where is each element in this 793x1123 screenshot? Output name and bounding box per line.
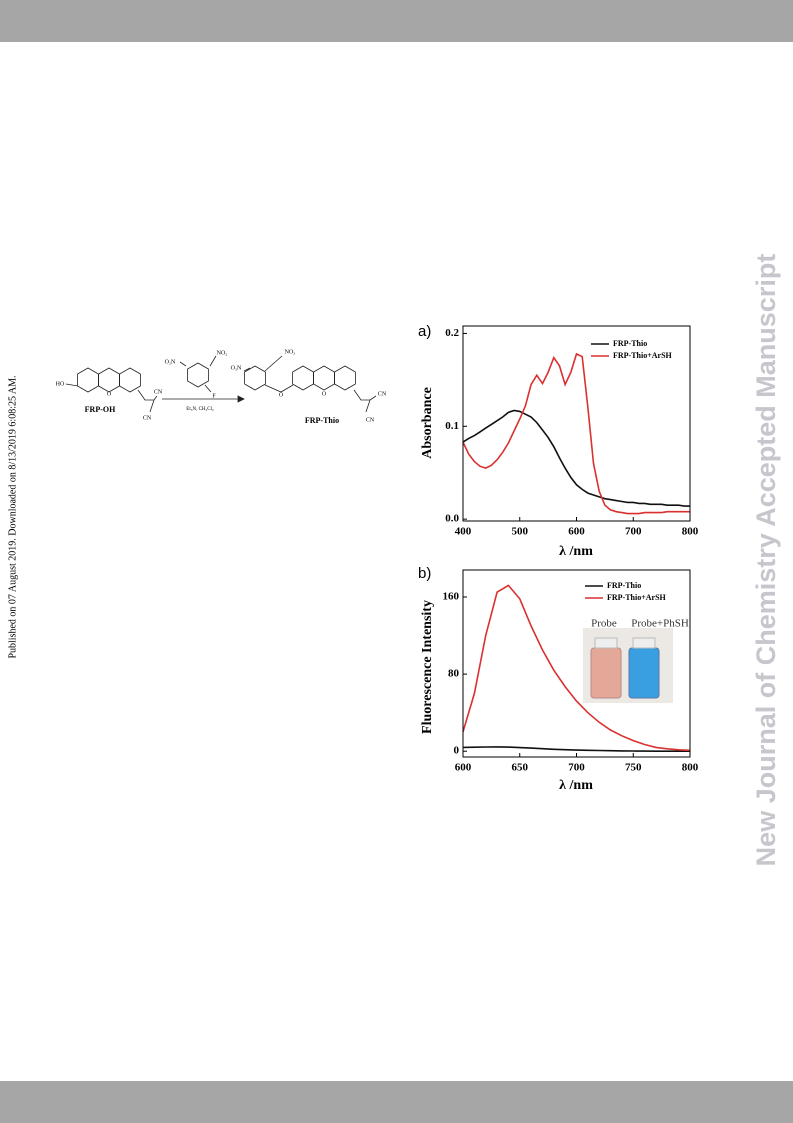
bond [264,355,283,372]
inset-label: Probe [591,618,617,630]
compound-label: FRP-OH [85,405,116,414]
atom-label: CN [143,415,152,421]
atom-label: F [212,393,216,399]
ring [334,365,356,391]
plot-frame [462,325,691,522]
x-axis-label: λ /nm [559,778,593,793]
x-tick-label: 700 [625,526,642,538]
legend-label: FRP-Thio [613,339,647,348]
vial-blue [628,647,660,699]
atom-label: CN [154,389,163,395]
vial-cap [594,637,618,649]
x-tick-label: 750 [625,762,642,774]
bond [264,384,294,393]
panel-label: b) [418,565,431,582]
reagent-label: Et₃N, CH₂Cl₂ [186,407,214,412]
bond [243,367,251,372]
vial-cap [632,637,656,649]
ring [292,365,314,391]
data-line [462,746,690,752]
bond [153,395,158,401]
header-bar [0,0,793,42]
bond [369,395,377,401]
bond [149,399,155,413]
y-tick-label: 0.0 [445,513,459,525]
atom-label: HO [56,381,65,387]
bond [353,389,370,401]
x-axis-label: λ /nm [559,544,593,559]
scheme [65,355,377,413]
x-tick-label: 400 [455,526,472,538]
bond [204,384,212,393]
bond [179,361,187,367]
y-tick-label: 0 [454,745,460,757]
ring [313,365,335,391]
atom-label: NO₂ [217,350,228,356]
bond [137,389,154,401]
bond [365,399,371,413]
x-tick-label: 600 [455,762,472,774]
atom-label: CN [366,417,375,423]
atom-label: O [322,391,327,397]
atom-label: O [107,391,112,397]
atom-label: CN [378,391,387,397]
atom-label: O₂N [231,365,242,371]
vial-pink [590,647,622,699]
x-tick-label: 500 [512,526,529,538]
data-line [462,409,690,507]
plot-frame [462,569,691,758]
watermark: New Journal of Chemistry Accepted Manusc… [751,254,781,867]
ring [244,365,266,391]
side-note: Published on 07 August 2019. Downloaded … [7,375,18,658]
ring [187,362,209,388]
y-axis-label: Absorbance [420,387,435,459]
atom-label: O₂N [165,359,176,365]
legend-label: FRP-Thio+ArSH [613,351,673,360]
data-line [462,352,690,515]
compound-label: FRP-Thio [305,416,339,425]
footer-bar [0,1081,793,1123]
ring [98,367,120,393]
atom-label: O [279,392,284,398]
atom-label: NO₂ [285,349,296,355]
y-tick-label: 160 [443,591,460,603]
y-tick-label: 80 [448,668,460,680]
data-line [462,584,691,752]
x-tick-label: 700 [568,762,585,774]
inset-label: Probe+PhSH [631,618,689,630]
legend-label: FRP-Thio [607,581,641,590]
y-tick-label: 0.1 [445,420,459,432]
ring [119,367,141,393]
bond [65,383,79,387]
bond [209,355,217,367]
x-tick-label: 800 [682,762,699,774]
x-tick-label: 650 [512,762,529,774]
x-tick-label: 800 [682,526,699,538]
x-tick-label: 600 [568,526,585,538]
y-tick-label: 0.2 [445,327,459,339]
y-axis-label: Fluorescence Intensity [420,600,435,734]
legend-label: FRP-Thio+ArSH [607,593,667,602]
arrow-head [237,395,245,403]
panel-label: a) [418,323,431,340]
ring [77,367,99,393]
